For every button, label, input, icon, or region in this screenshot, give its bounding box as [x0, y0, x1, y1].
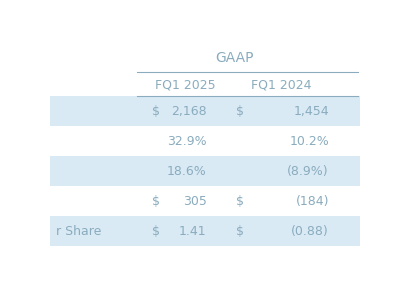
Text: $: $ [236, 225, 244, 238]
Text: $: $ [152, 225, 160, 238]
Text: $: $ [152, 105, 160, 118]
Text: 18.6%: 18.6% [167, 165, 206, 178]
Text: GAAP: GAAP [215, 51, 254, 65]
Bar [50, 96, 360, 126]
Text: r Share: r Share [56, 225, 102, 238]
Text: $: $ [236, 195, 244, 208]
Text: FQ1 2024: FQ1 2024 [251, 78, 311, 91]
Text: FQ1 2025: FQ1 2025 [154, 78, 215, 91]
Text: 305: 305 [183, 195, 206, 208]
Bar [50, 156, 360, 186]
Text: 32.9%: 32.9% [167, 135, 206, 148]
Text: (8.9%): (8.9%) [287, 165, 329, 178]
Text: $: $ [152, 195, 160, 208]
Text: 10.2%: 10.2% [289, 135, 329, 148]
Text: 1,454: 1,454 [293, 105, 329, 118]
Text: (184): (184) [296, 195, 329, 208]
Text: 2,168: 2,168 [171, 105, 206, 118]
Text: 1.41: 1.41 [179, 225, 206, 238]
Bar [50, 216, 360, 246]
Text: (0.88): (0.88) [291, 225, 329, 238]
Text: $: $ [236, 105, 244, 118]
